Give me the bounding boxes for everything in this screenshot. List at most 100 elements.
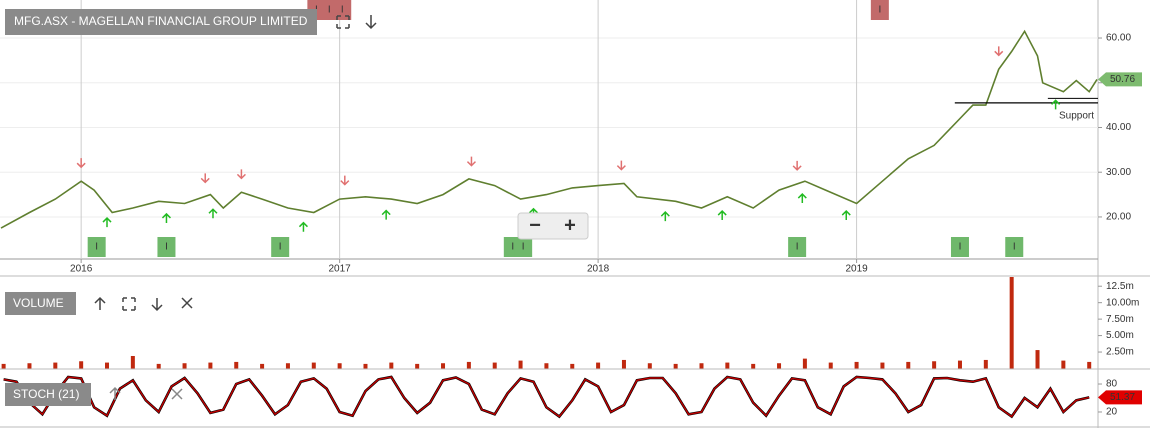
marks: 20.0030.0040.0050.0060.00201620172018201… <box>0 0 1142 419</box>
buy-arrow <box>797 192 807 204</box>
event-label: I <box>796 242 799 253</box>
sell-arrow <box>340 175 350 186</box>
stoch-header: STOCH (21) <box>5 383 183 406</box>
last-value-label: 51.37 <box>1110 392 1135 403</box>
buy-arrow <box>102 217 112 228</box>
y-tick-label: 2.50m <box>1106 347 1134 358</box>
event-label: I <box>1013 242 1016 253</box>
volume-bar <box>441 363 446 369</box>
volume-header: VOLUME <box>5 292 193 315</box>
volume-bar <box>1087 361 1092 369</box>
volume-bar <box>27 363 32 369</box>
last-value-tag <box>1098 72 1142 87</box>
volume-bar <box>647 363 652 369</box>
volume-bar <box>699 363 704 369</box>
y-tick-label: 20.00 <box>1106 212 1131 223</box>
volume-bar <box>105 362 110 369</box>
volume-bar <box>1 363 6 369</box>
down-icon[interactable] <box>365 15 377 30</box>
close-icon[interactable] <box>181 297 193 309</box>
sell-arrow <box>236 169 246 180</box>
event-marker <box>271 237 290 257</box>
volume-bar <box>983 359 988 369</box>
zoom-out[interactable]: − <box>529 214 541 236</box>
y-tick-label: 40.00 <box>1106 122 1131 133</box>
event-label: I <box>279 242 282 253</box>
chart-title: MFG.ASX - MAGELLAN FINANCIAL GROUP LIMIT… <box>14 14 308 28</box>
event-marker <box>950 237 969 257</box>
volume-bar <box>53 362 58 369</box>
expand-icon[interactable] <box>336 15 350 29</box>
volume-bar <box>957 360 962 369</box>
volume-bar <box>544 363 549 369</box>
volume-bar <box>492 362 497 369</box>
volume-bar <box>130 355 135 369</box>
event-label: I <box>522 242 525 253</box>
last-value-tag <box>1098 390 1142 405</box>
event-marker <box>157 237 176 257</box>
title-box <box>5 383 91 406</box>
zoom-controls: − + <box>517 212 589 240</box>
event-marker <box>1005 237 1024 257</box>
y-tick-label: 7.50m <box>1106 314 1134 325</box>
volume-bar <box>415 363 420 369</box>
title-box <box>5 292 76 315</box>
volume-bar <box>854 361 859 369</box>
volume-bar <box>751 363 756 369</box>
volume-bar <box>570 363 575 369</box>
volume-bar <box>79 361 84 369</box>
down-icon[interactable] <box>151 298 163 312</box>
buy-arrow <box>208 208 218 219</box>
event-label: I <box>95 242 98 253</box>
volume-bar <box>466 361 471 369</box>
sell-arrow <box>616 160 626 171</box>
zoom-in[interactable]: + <box>564 214 576 236</box>
y-tick-label: 5.00m <box>1106 330 1134 341</box>
y-tick-label: 20 <box>1106 407 1118 418</box>
close-icon[interactable] <box>171 388 183 400</box>
volume-bar <box>777 363 782 369</box>
last-value-label: 50.76 <box>1110 74 1135 85</box>
volume-bar <box>596 362 601 369</box>
sell-arrow <box>76 158 86 169</box>
volume-bar <box>311 362 316 369</box>
volume-bar <box>285 363 290 369</box>
buy-arrow <box>381 209 391 220</box>
volume-bar <box>880 362 885 369</box>
volume-bar <box>389 362 394 369</box>
buy-arrow <box>841 209 851 221</box>
volume-bar <box>156 363 161 369</box>
volume-bar <box>208 362 213 369</box>
sell-arrow <box>466 156 476 167</box>
volume-bar <box>1035 350 1040 369</box>
event-label: I <box>328 5 331 16</box>
volume-bar <box>932 361 937 369</box>
volume-bar <box>518 360 523 369</box>
volume-bar <box>802 358 807 369</box>
buy-arrow <box>717 209 727 221</box>
volume-bar <box>182 363 187 369</box>
event-label: I <box>165 242 168 253</box>
title-box <box>5 9 317 35</box>
sell-arrow <box>200 173 210 184</box>
up-icon[interactable] <box>109 386 121 400</box>
x-tick-label: 2016 <box>70 264 93 275</box>
zoom-box <box>517 212 589 240</box>
up-icon[interactable] <box>94 296 106 310</box>
y-tick-label: 10.00m <box>1106 297 1139 308</box>
volume-bar <box>1009 277 1014 369</box>
buy-arrow <box>298 221 308 232</box>
expand-icon[interactable] <box>122 297 136 311</box>
event-marker <box>514 237 533 257</box>
price-line <box>0 29 1098 229</box>
volume-bar <box>337 363 342 369</box>
y-tick-label: 60.00 <box>1106 33 1131 44</box>
volume-bar <box>725 362 730 369</box>
volume-bar <box>363 363 368 369</box>
buy-arrow <box>161 212 171 223</box>
event-marker <box>788 237 807 257</box>
x-tick-label: 2017 <box>329 264 352 275</box>
x-tick-label: 2018 <box>587 264 610 275</box>
event-marker <box>87 237 106 257</box>
event-label: I <box>959 242 962 253</box>
